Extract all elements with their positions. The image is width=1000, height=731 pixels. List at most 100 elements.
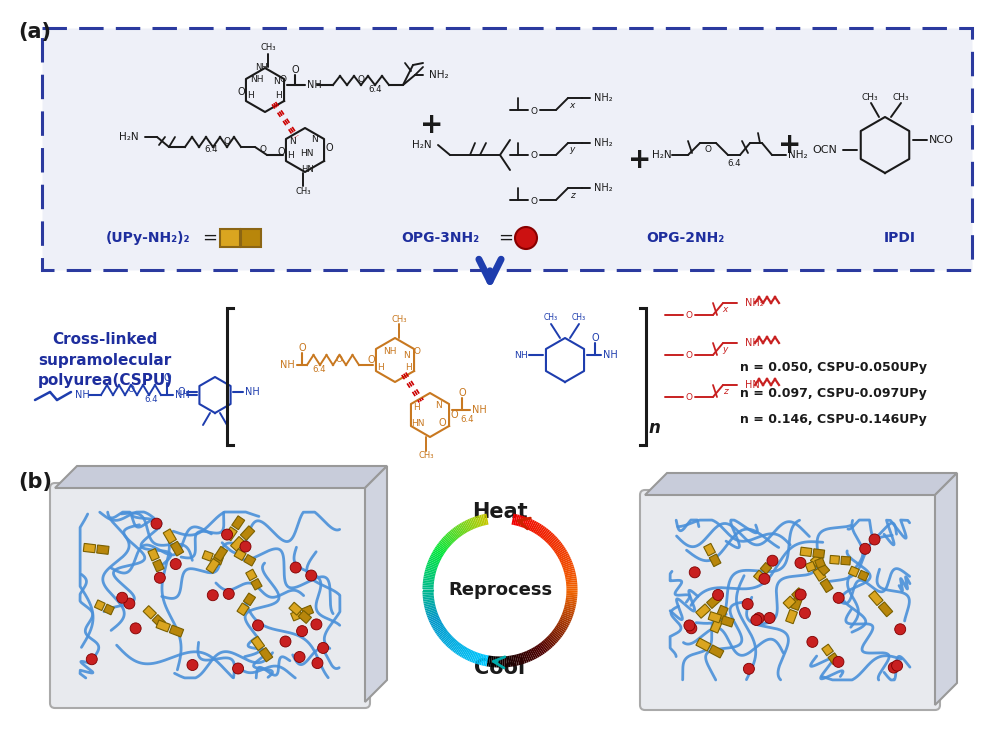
Text: z: z: [723, 387, 727, 396]
Text: O: O: [277, 147, 285, 157]
Polygon shape: [815, 558, 825, 568]
Text: CH₃: CH₃: [260, 44, 276, 53]
Text: n = 0.097, CSPU-0.097UPy: n = 0.097, CSPU-0.097UPy: [740, 387, 927, 401]
Text: NH: NH: [280, 360, 295, 370]
Text: H₂N: H₂N: [652, 150, 672, 160]
Text: NH: NH: [603, 350, 618, 360]
Polygon shape: [707, 594, 721, 608]
Circle shape: [751, 615, 762, 626]
Polygon shape: [858, 570, 869, 581]
Polygon shape: [301, 605, 314, 616]
Polygon shape: [791, 596, 802, 610]
Text: O: O: [224, 137, 230, 145]
Text: O: O: [530, 107, 538, 115]
Circle shape: [892, 660, 903, 671]
Circle shape: [124, 598, 135, 609]
Polygon shape: [783, 596, 796, 609]
Text: NH: NH: [250, 75, 264, 85]
FancyBboxPatch shape: [42, 28, 972, 270]
Text: NH₂: NH₂: [429, 70, 449, 80]
Text: N: N: [290, 137, 296, 146]
Polygon shape: [169, 625, 184, 637]
Polygon shape: [212, 554, 223, 565]
Circle shape: [759, 573, 770, 584]
Circle shape: [290, 562, 301, 573]
Text: O: O: [686, 393, 692, 403]
Polygon shape: [156, 620, 170, 632]
Text: 6.4: 6.4: [727, 159, 741, 167]
Text: NH₂: NH₂: [594, 183, 613, 193]
Text: 6.4: 6.4: [460, 415, 474, 425]
Text: NH: NH: [472, 405, 487, 415]
Circle shape: [860, 543, 871, 554]
Text: CH₃: CH₃: [572, 314, 586, 322]
Circle shape: [312, 658, 323, 669]
Polygon shape: [820, 579, 833, 593]
Text: IPDI: IPDI: [884, 231, 916, 245]
Text: 6.4: 6.4: [312, 366, 326, 374]
Polygon shape: [163, 529, 176, 544]
Polygon shape: [206, 558, 220, 573]
Text: H: H: [378, 363, 384, 373]
Text: NH: NH: [307, 80, 322, 90]
Text: (a): (a): [18, 22, 51, 42]
Text: O: O: [291, 65, 299, 75]
Polygon shape: [244, 555, 256, 566]
Text: NH: NH: [245, 387, 260, 397]
Text: =: =: [498, 229, 514, 247]
Polygon shape: [800, 548, 812, 556]
Polygon shape: [841, 556, 851, 565]
Polygon shape: [231, 537, 245, 551]
Polygon shape: [214, 546, 228, 561]
Text: O: O: [530, 151, 538, 161]
Text: 6.4: 6.4: [144, 395, 158, 404]
Text: CH₃: CH₃: [418, 452, 434, 461]
Text: O: O: [438, 418, 446, 428]
Text: HN: HN: [411, 419, 425, 428]
Polygon shape: [55, 466, 387, 488]
Polygon shape: [259, 648, 273, 662]
Polygon shape: [243, 593, 256, 606]
Polygon shape: [645, 473, 957, 495]
Text: O: O: [298, 343, 306, 353]
Polygon shape: [232, 516, 245, 530]
Text: O: O: [686, 311, 692, 320]
Text: O: O: [704, 145, 712, 154]
Circle shape: [807, 637, 818, 648]
Text: NH: NH: [383, 347, 397, 357]
Circle shape: [888, 662, 899, 673]
Polygon shape: [237, 603, 249, 616]
Polygon shape: [754, 570, 765, 582]
Text: O: O: [177, 387, 185, 397]
Polygon shape: [709, 645, 724, 658]
Circle shape: [743, 663, 754, 674]
Circle shape: [833, 592, 844, 603]
Text: O: O: [336, 355, 342, 363]
Text: y: y: [569, 145, 575, 154]
Polygon shape: [760, 562, 772, 574]
Circle shape: [767, 556, 778, 567]
Circle shape: [294, 651, 305, 662]
Text: y: y: [722, 346, 728, 355]
Circle shape: [86, 654, 97, 664]
Polygon shape: [104, 604, 114, 615]
Text: Cool: Cool: [474, 658, 526, 678]
Circle shape: [207, 590, 218, 601]
Circle shape: [170, 558, 181, 569]
Circle shape: [151, 518, 162, 529]
Polygon shape: [828, 653, 840, 664]
Text: NH: NH: [745, 338, 760, 348]
Text: O: O: [591, 333, 599, 343]
Circle shape: [833, 656, 844, 667]
Text: O: O: [128, 385, 134, 393]
Polygon shape: [365, 466, 387, 702]
Text: OPG-2NH₂: OPG-2NH₂: [646, 231, 724, 245]
Circle shape: [753, 613, 764, 624]
Text: O: O: [686, 352, 692, 360]
Polygon shape: [810, 555, 822, 567]
Text: z: z: [570, 191, 574, 200]
Text: Reprocess: Reprocess: [448, 581, 552, 599]
Text: H₂N: H₂N: [119, 132, 139, 142]
Circle shape: [306, 570, 317, 581]
Text: n: n: [648, 419, 660, 437]
